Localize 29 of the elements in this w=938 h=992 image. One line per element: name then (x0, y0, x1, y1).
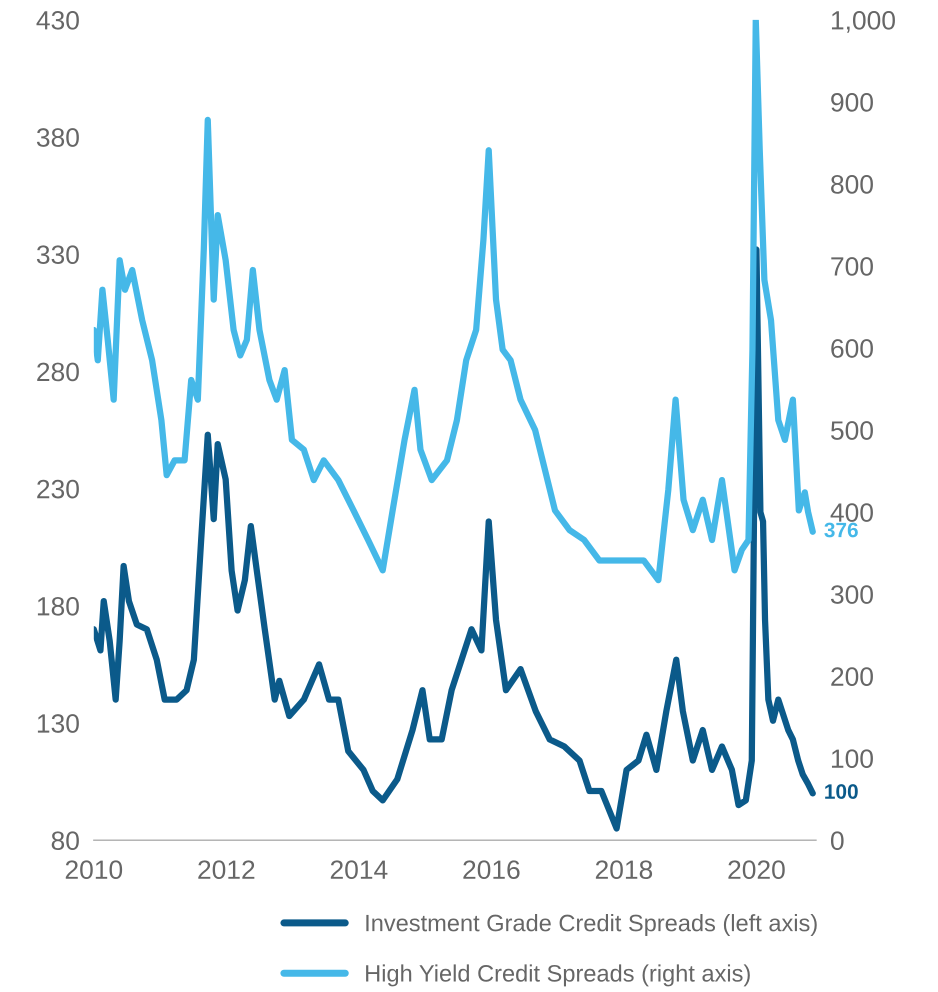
y2-tick-label: 300 (830, 585, 873, 604)
y2-tick-label: 200 (831, 667, 873, 686)
x-tick-label: 2016 (463, 860, 520, 880)
y2-tick-label: 100 (832, 749, 873, 768)
x-tick-label: 2020 (728, 860, 785, 880)
y-tick-label: 330 (36, 245, 79, 264)
x-tick-label: 2012 (198, 860, 254, 880)
y2-tick-label: 900 (831, 93, 873, 112)
y-tick-label: 280 (37, 362, 79, 382)
y-tick-label: 230 (37, 480, 79, 498)
data-label: 100 (825, 784, 858, 799)
data-label: 376 (824, 522, 858, 538)
x-tick-label: 2018 (596, 860, 652, 880)
y2-tick-label: 1,000 (832, 10, 895, 33)
y-tick-label: 180 (38, 596, 79, 616)
y2-tick-label: 700 (831, 257, 873, 276)
y2-tick-label: 400 (830, 503, 873, 522)
legend-label: High Yield Credit Spreads (right axis) (366, 964, 750, 986)
y2-tick-label: 0 (830, 831, 844, 850)
y2-tick-label: 600 (831, 339, 873, 358)
y2-tick-label: 800 (831, 175, 873, 194)
y-tick-label: 380 (36, 128, 79, 147)
x-tick-label: 2010 (66, 860, 122, 880)
y-tick-label: 80 (52, 831, 79, 850)
y-tick-label: 430 (36, 10, 79, 30)
legend-label: Investment Grade Credit Spreads (left axis) (366, 914, 817, 936)
y2-tick-label: 500 (831, 421, 873, 440)
y-tick-label: 130 (38, 714, 79, 733)
x-tick-label: 2014 (330, 860, 388, 880)
